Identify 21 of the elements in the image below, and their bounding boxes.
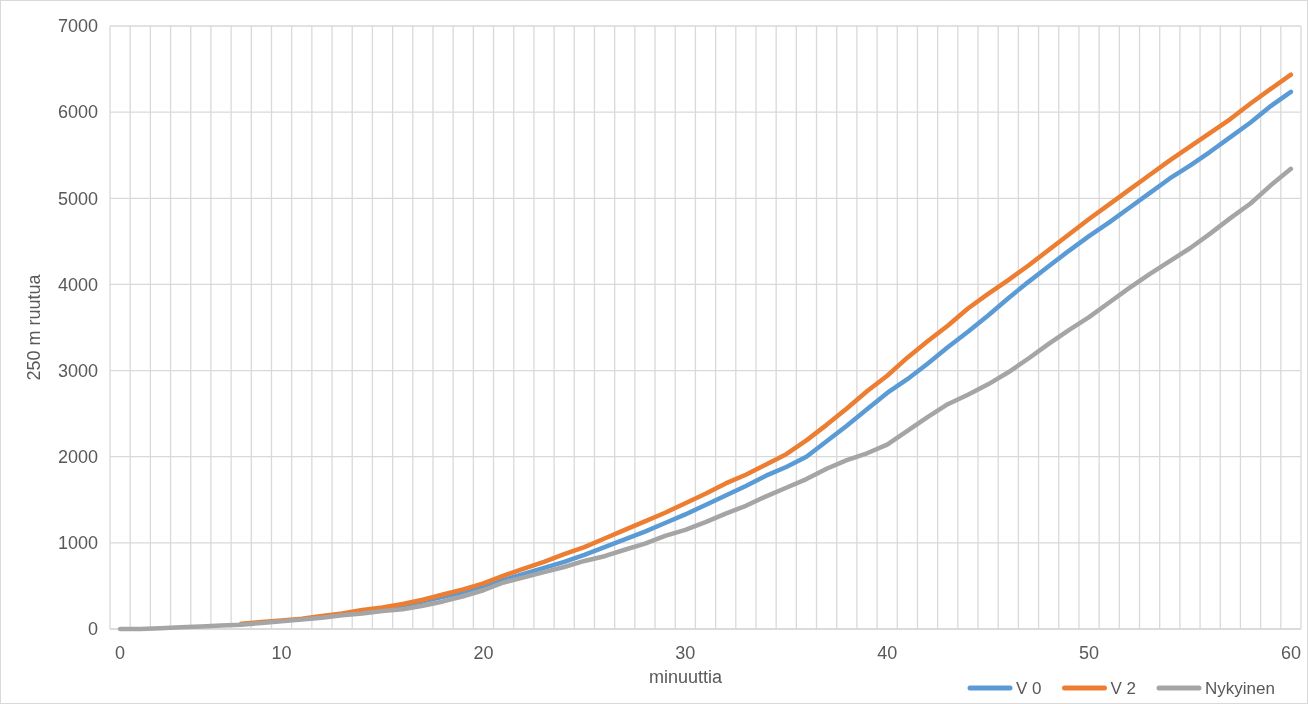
x-tick-label: 60 xyxy=(1280,643,1301,663)
y-tick-label: 5000 xyxy=(57,188,98,209)
x-tick-label: 30 xyxy=(675,643,696,663)
x-tick-label: 20 xyxy=(473,643,494,663)
y-tick-label: 7000 xyxy=(57,16,98,37)
x-tick-label: 50 xyxy=(1079,643,1100,663)
legend-label: V 0 xyxy=(1016,678,1042,698)
x-tick-label: 10 xyxy=(271,643,292,663)
line-series xyxy=(117,166,1294,632)
y-axis-title: 250 m ruutua xyxy=(24,273,44,381)
x-tick-label: 0 xyxy=(115,643,126,663)
x-tick-label: 40 xyxy=(877,643,898,663)
y-tick-label: 1000 xyxy=(57,533,98,554)
x-axis-title: minuuttia xyxy=(648,667,723,687)
y-tick-label: 2000 xyxy=(57,447,98,468)
y-tick-label: 3000 xyxy=(57,360,98,381)
y-tick-label: 6000 xyxy=(57,102,98,123)
legend-label: Nykyinen xyxy=(1205,678,1275,698)
y-tick-label: 0 xyxy=(87,619,98,640)
y-tick-label: 4000 xyxy=(57,274,98,295)
legend-label: V 2 xyxy=(1110,678,1137,698)
